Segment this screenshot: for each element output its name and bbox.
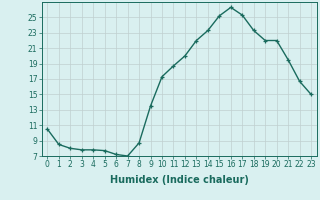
- X-axis label: Humidex (Indice chaleur): Humidex (Indice chaleur): [110, 175, 249, 185]
